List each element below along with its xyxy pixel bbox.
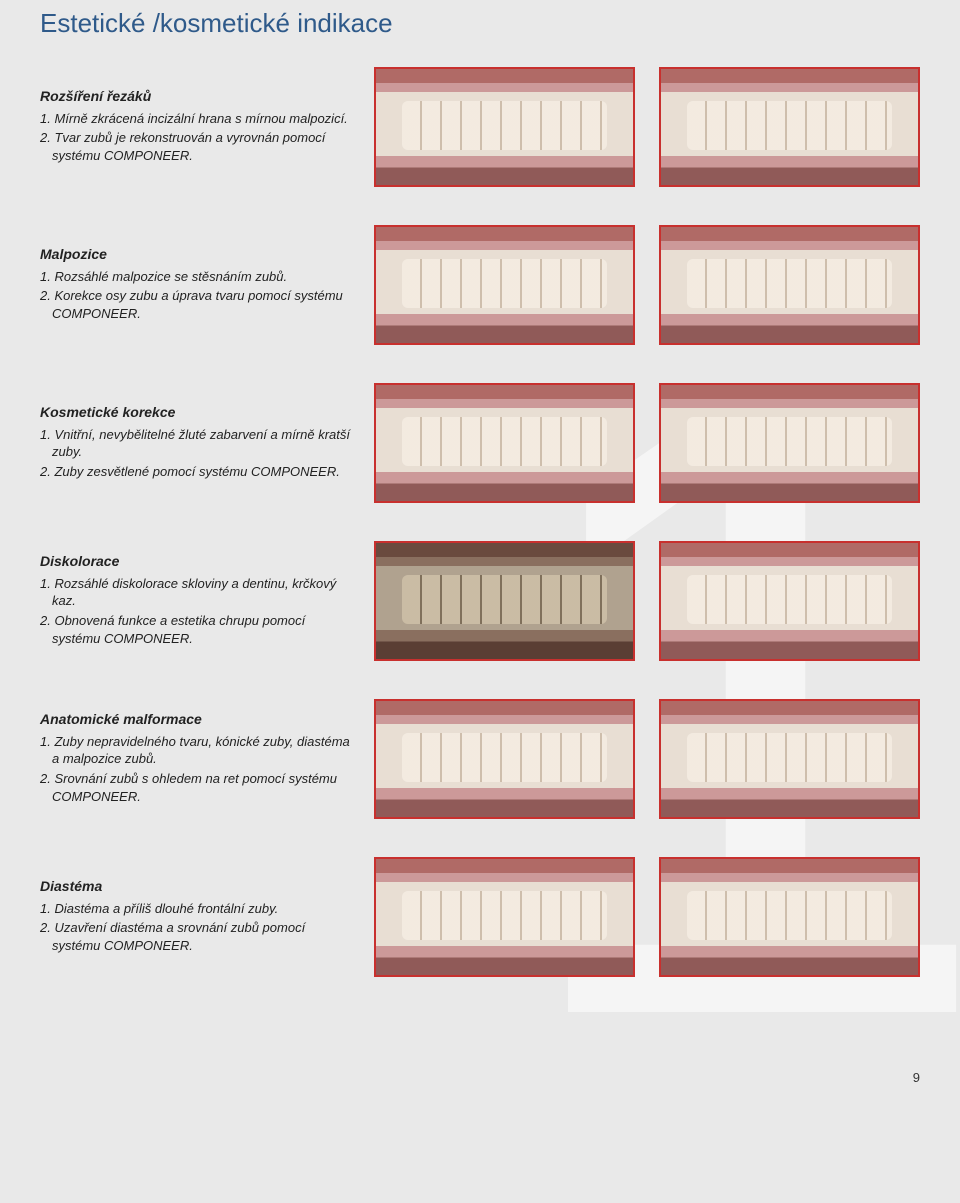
section-item: 2. Obnovená funkce a estetika chrupu pom… xyxy=(40,612,350,647)
section-item: 1. Mírně zkrácená incizální hrana s mírn… xyxy=(40,110,350,128)
indication-row: Kosmetické korekce 1. Vnitřní, nevybělite… xyxy=(40,383,920,503)
after-image xyxy=(659,699,920,819)
after-image xyxy=(659,541,920,661)
after-image xyxy=(659,383,920,503)
page-number: 9 xyxy=(913,1070,920,1085)
section-item: 2. Tvar zubů je rekonstruován a vyrovnán… xyxy=(40,129,350,164)
text-column: Diastéma 1. Diastéma a příliš dlouhé fron… xyxy=(40,857,350,977)
section-item: 1. Vnitřní, nevybělitelné žluté zabarven… xyxy=(40,426,350,461)
section-item: 2. Uzavření diastéma a srovnání zubů pom… xyxy=(40,919,350,954)
section-item: 2. Korekce osy zubu a úprava tvaru pomoc… xyxy=(40,287,350,322)
section-item: 1. Rozsáhlé diskolorace skloviny a denti… xyxy=(40,575,350,610)
indication-row: Anatomické malformace 1. Zuby nepravideln… xyxy=(40,699,920,819)
section-item: 1. Diastéma a příliš dlouhé frontální zu… xyxy=(40,900,350,918)
page-container: Estetické /kosmetické indikace Rozšíření… xyxy=(0,0,960,977)
section-title: Diskolorace xyxy=(40,553,350,569)
before-image xyxy=(374,383,635,503)
section-item: 1. Zuby nepravidelného tvaru, kónické zu… xyxy=(40,733,350,768)
before-image xyxy=(374,541,635,661)
section-title: Malpozice xyxy=(40,246,350,262)
text-column: Kosmetické korekce 1. Vnitřní, nevybělite… xyxy=(40,383,350,503)
section-item: 2. Srovnání zubů s ohledem na ret pomocí… xyxy=(40,770,350,805)
section-item: 1. Rozsáhlé malpozice se stěsnáním zubů. xyxy=(40,268,350,286)
text-column: Anatomické malformace 1. Zuby nepravideln… xyxy=(40,699,350,819)
section-title: Rozšíření řezáků xyxy=(40,88,350,104)
text-column: Rozšíření řezáků 1. Mírně zkrácená incizá… xyxy=(40,67,350,187)
indication-row: Rozšíření řezáků 1. Mírně zkrácená incizá… xyxy=(40,67,920,187)
before-image xyxy=(374,67,635,187)
text-column: Malpozice 1. Rozsáhlé malpozice se stěsná… xyxy=(40,225,350,345)
section-title: Diastéma xyxy=(40,878,350,894)
after-image xyxy=(659,67,920,187)
indication-row: Diskolorace 1. Rozsáhlé diskolorace sklov… xyxy=(40,541,920,661)
before-image xyxy=(374,857,635,977)
after-image xyxy=(659,225,920,345)
before-image xyxy=(374,699,635,819)
section-title: Anatomické malformace xyxy=(40,711,350,727)
section-title: Kosmetické korekce xyxy=(40,404,350,420)
indication-row: Malpozice 1. Rozsáhlé malpozice se stěsná… xyxy=(40,225,920,345)
page-title: Estetické /kosmetické indikace xyxy=(40,8,920,39)
before-image xyxy=(374,225,635,345)
text-column: Diskolorace 1. Rozsáhlé diskolorace sklov… xyxy=(40,541,350,661)
indication-row: Diastéma 1. Diastéma a příliš dlouhé fron… xyxy=(40,857,920,977)
after-image xyxy=(659,857,920,977)
section-item: 2. Zuby zesvětlené pomocí systému COMPON… xyxy=(40,463,350,481)
